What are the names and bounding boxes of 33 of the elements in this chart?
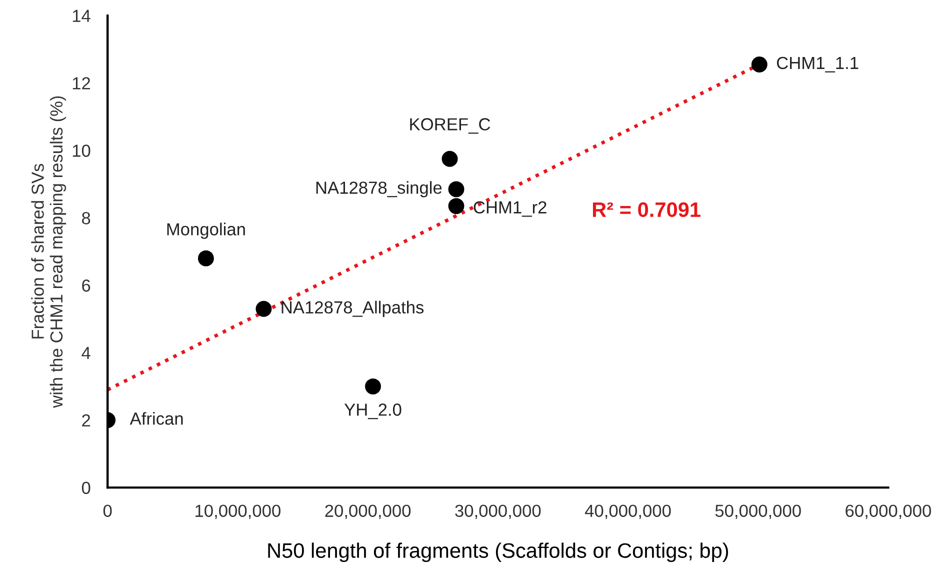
annotation: NA12878_Allpaths: [282, 300, 424, 317]
x-tick-label: 30,000,000: [455, 504, 541, 520]
annotation: NA12878_single: [316, 181, 442, 198]
y-tick-label: 2: [82, 414, 90, 426]
x-tick-label: 10,000,000: [196, 504, 280, 520]
y-tick-label: 14: [72, 10, 90, 22]
x-tick-label: 20,000,000: [325, 504, 411, 520]
x-tick-label: 50,000,000: [715, 504, 801, 520]
point: [442, 150, 458, 167]
y-tick-label: 0: [82, 482, 90, 494]
y-tick-label: 4: [82, 347, 90, 360]
x-tick-label: 60,000,000: [846, 504, 931, 520]
annotation: YH_2.0: [344, 404, 402, 420]
x-tick-label: 40,000,000: [584, 504, 671, 520]
point: [256, 300, 272, 317]
annotation: African: [130, 412, 183, 425]
point: [448, 181, 464, 198]
x-axis-title: N50 length of fragments (Scaffolds or Contigs; bp): [268, 542, 728, 562]
y-tick-label: 10: [72, 144, 90, 157]
annotation: KOREF_C: [410, 118, 490, 134]
y-axis-title: Fraction of shared SVs with the CHM1 read mapping results (%): [31, 96, 66, 408]
annotation: CHM1_1.1: [776, 56, 858, 72]
y-tick-label: 8: [82, 212, 90, 224]
annotation: R² = 0.7091: [592, 202, 700, 218]
point: [365, 378, 381, 394]
x-tick-label: 0: [103, 504, 112, 517]
annotation: Mongolian: [167, 222, 245, 239]
point: [448, 198, 464, 214]
y-tick-label: 6: [82, 279, 90, 292]
point: [198, 250, 214, 266]
annotation: CHM1_r2: [474, 201, 546, 217]
point: [751, 56, 768, 72]
y-tick-label: 12: [72, 77, 90, 90]
